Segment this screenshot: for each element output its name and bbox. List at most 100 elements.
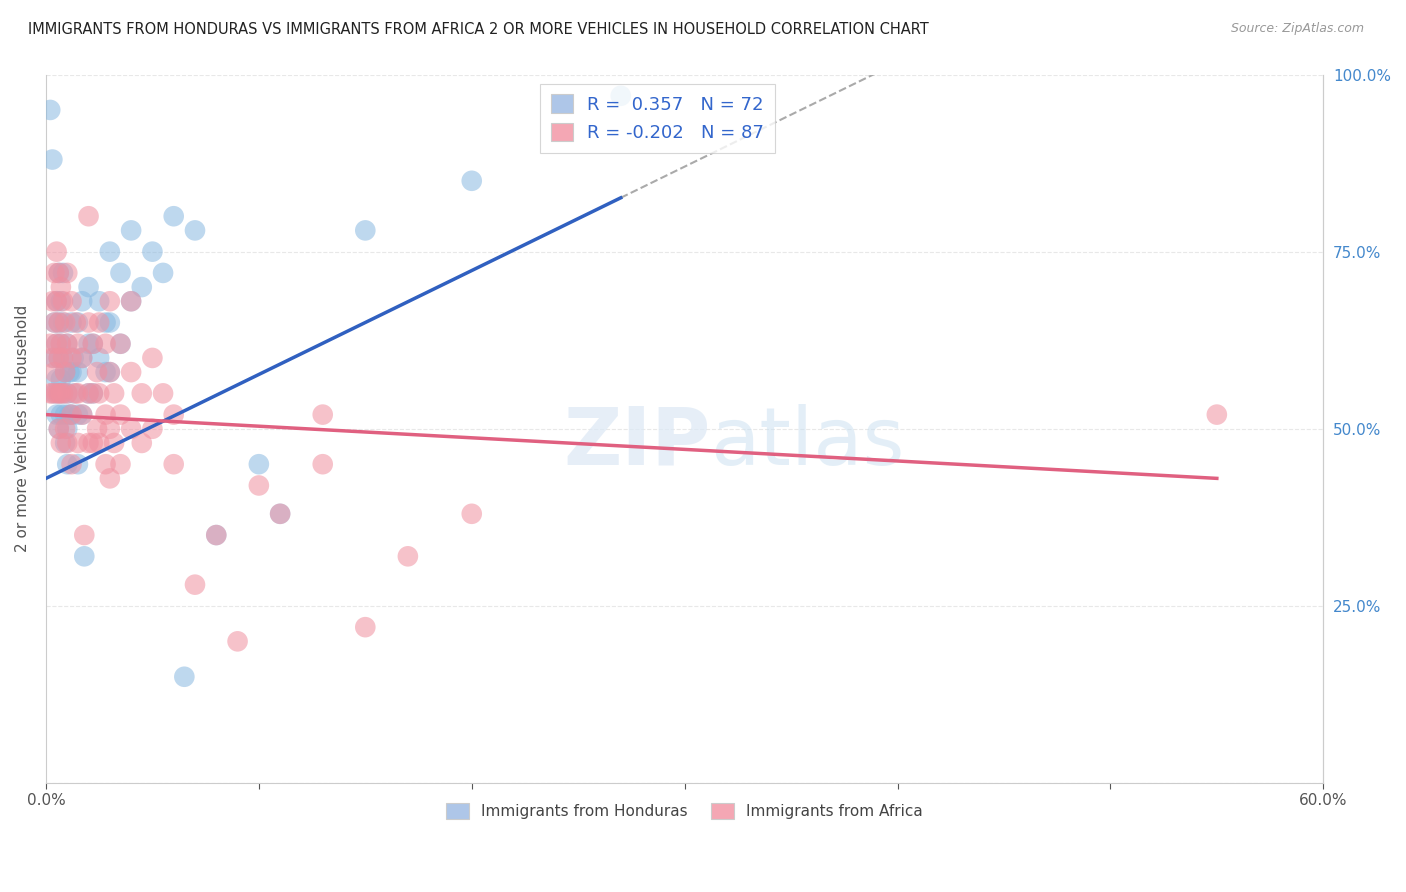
Point <box>70 351 93 365</box>
Point <box>89 351 111 365</box>
Point <box>58 365 80 379</box>
Point <box>48 422 70 436</box>
Point <box>110 336 132 351</box>
Point <box>77 209 100 223</box>
Point <box>396 549 419 564</box>
Point <box>66 386 89 401</box>
Point <box>77 436 100 450</box>
Point <box>48 266 70 280</box>
Point <box>66 457 89 471</box>
Point <box>205 528 228 542</box>
Point <box>52 316 75 330</box>
Point <box>56 457 79 471</box>
Point <box>110 336 132 351</box>
Point <box>184 577 207 591</box>
Point <box>49 336 72 351</box>
Point <box>60 365 83 379</box>
Point <box>86 422 108 436</box>
Point <box>66 408 89 422</box>
Point <box>73 549 96 564</box>
Point <box>41 294 63 309</box>
Point <box>226 634 249 648</box>
Text: atlas: atlas <box>710 404 904 482</box>
Point <box>48 316 70 330</box>
Point <box>45 294 67 309</box>
Point <box>52 351 75 365</box>
Point <box>131 386 153 401</box>
Point <box>247 478 270 492</box>
Point <box>354 223 377 237</box>
Point <box>41 153 63 167</box>
Point <box>110 408 132 422</box>
Point <box>41 351 63 365</box>
Point <box>1205 408 1227 422</box>
Point <box>103 386 125 401</box>
Point <box>48 351 70 365</box>
Point <box>77 386 100 401</box>
Point <box>205 528 228 542</box>
Point <box>56 436 79 450</box>
Point <box>44 351 66 365</box>
Point <box>77 336 100 351</box>
Point <box>120 294 142 309</box>
Point <box>312 457 335 471</box>
Point <box>141 351 163 365</box>
Point <box>94 457 117 471</box>
Point <box>70 294 93 309</box>
Point <box>610 88 633 103</box>
Point <box>110 457 132 471</box>
Point <box>44 365 66 379</box>
Point <box>52 386 75 401</box>
Point <box>56 386 79 401</box>
Legend: Immigrants from Honduras, Immigrants from Africa: Immigrants from Honduras, Immigrants fro… <box>440 797 929 825</box>
Point <box>94 316 117 330</box>
Point <box>66 336 89 351</box>
Point <box>62 351 84 365</box>
Point <box>45 336 67 351</box>
Point <box>62 386 84 401</box>
Point <box>110 266 132 280</box>
Point <box>48 422 70 436</box>
Point <box>461 507 484 521</box>
Point <box>48 351 70 365</box>
Point <box>65 386 87 401</box>
Point <box>44 316 66 330</box>
Point <box>184 223 207 237</box>
Point <box>48 316 70 330</box>
Point <box>52 294 75 309</box>
Point <box>82 386 104 401</box>
Point <box>98 365 121 379</box>
Point <box>98 316 121 330</box>
Point <box>141 244 163 259</box>
Point <box>52 266 75 280</box>
Point <box>120 294 142 309</box>
Point <box>52 351 75 365</box>
Point <box>56 386 79 401</box>
Point <box>269 507 291 521</box>
Point <box>53 365 76 379</box>
Point <box>98 294 121 309</box>
Point <box>45 294 67 309</box>
Point <box>60 294 83 309</box>
Point <box>45 386 67 401</box>
Point <box>103 436 125 450</box>
Y-axis label: 2 or more Vehicles in Household: 2 or more Vehicles in Household <box>15 305 30 552</box>
Point <box>49 372 72 386</box>
Text: ZIP: ZIP <box>562 404 710 482</box>
Point <box>39 103 62 117</box>
Point <box>49 436 72 450</box>
Point <box>44 316 66 330</box>
Point <box>66 365 89 379</box>
Point <box>120 365 142 379</box>
Point <box>66 316 89 330</box>
Point <box>131 280 153 294</box>
Point <box>53 316 76 330</box>
Point <box>41 386 63 401</box>
Point <box>77 280 100 294</box>
Text: Source: ZipAtlas.com: Source: ZipAtlas.com <box>1230 22 1364 36</box>
Point <box>89 294 111 309</box>
Point <box>163 457 186 471</box>
Point <box>77 316 100 330</box>
Point <box>48 386 70 401</box>
Point <box>49 336 72 351</box>
